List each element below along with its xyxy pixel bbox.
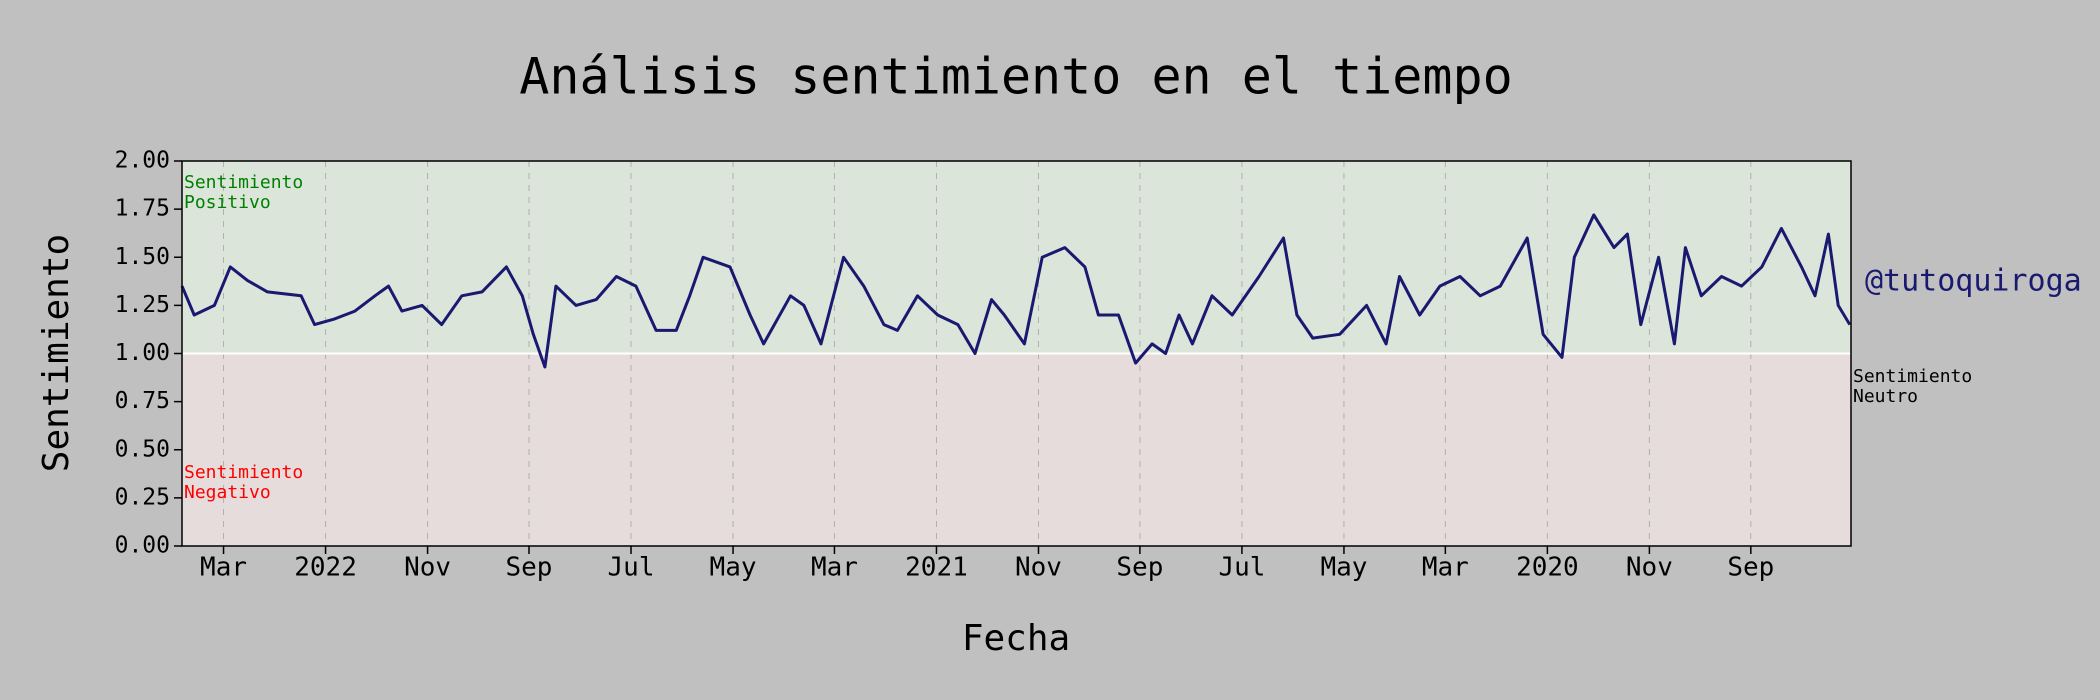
annotation: Neutro — [1853, 386, 1918, 407]
watermark: @tutoquiroga — [1865, 264, 2082, 299]
x-tick-label: Mar — [1422, 553, 1469, 583]
y-tick-label: 0.00 — [115, 533, 170, 559]
y-tick-label: 1.50 — [115, 244, 170, 270]
annotation: Negativo — [184, 482, 271, 503]
y-tick-label: 1.25 — [115, 292, 170, 318]
y-tick-label: 1.75 — [115, 196, 170, 222]
chart-title: Análisis sentimiento en el tiempo — [519, 48, 1512, 106]
x-tick-label: 2021 — [905, 553, 968, 583]
x-tick-label: 2022 — [294, 553, 357, 583]
annotation: Sentimiento — [184, 172, 303, 193]
x-tick-label: Jul — [608, 553, 655, 583]
x-tick-label: Sep — [1727, 553, 1774, 583]
x-tick-label: 2020 — [1516, 553, 1579, 583]
x-tick-label: Sep — [1116, 553, 1163, 583]
annotation: Positivo — [184, 192, 271, 213]
x-tick-label: Nov — [404, 553, 451, 583]
y-tick-label: 2.00 — [115, 148, 170, 174]
annotation: Sentimiento — [184, 462, 303, 483]
annotation: Sentimiento — [1853, 366, 1972, 387]
sentiment-line — [180, 213, 1852, 369]
x-tick-label: Mar — [200, 553, 247, 583]
x-tick-label: May — [1320, 553, 1367, 583]
negative-region — [182, 353, 1851, 546]
x-tick-label: Jul — [1218, 553, 1265, 583]
x-tick-label: May — [710, 553, 757, 583]
x-tick-label: Nov — [1626, 553, 1673, 583]
x-tick-label: Nov — [1015, 553, 1062, 583]
y-axis-label: Sentimiento — [36, 234, 77, 472]
y-tick-label: 0.25 — [115, 484, 170, 510]
y-tick-label: 0.50 — [115, 436, 170, 462]
x-axis-label: Fecha — [962, 618, 1070, 659]
y-tick-label: 1.00 — [115, 340, 170, 366]
x-tick-label: Sep — [506, 553, 553, 583]
x-tick-label: Mar — [811, 553, 858, 583]
positive-region — [182, 161, 1851, 354]
y-tick-label: 0.75 — [115, 388, 170, 414]
